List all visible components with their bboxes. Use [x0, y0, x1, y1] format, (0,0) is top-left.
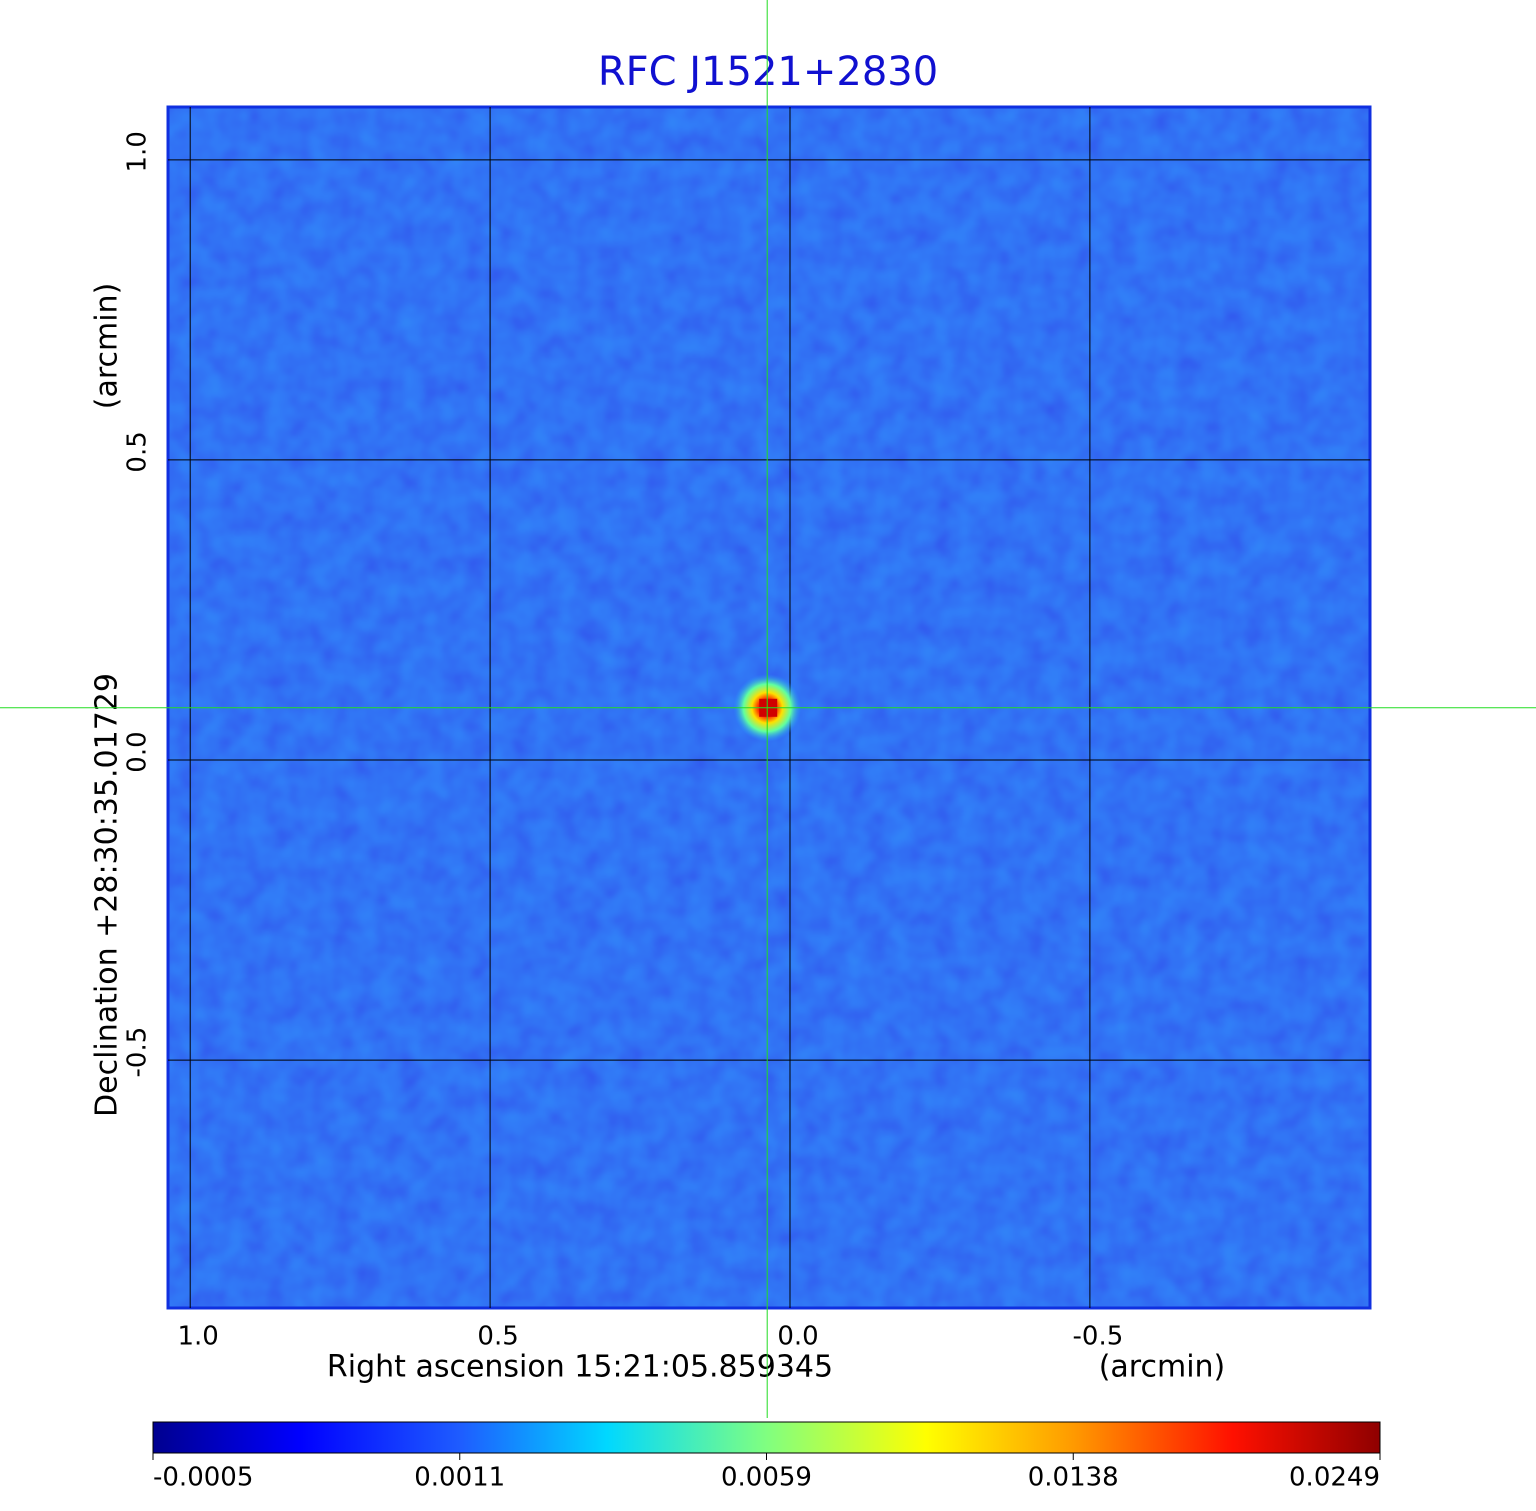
y-tick-label: -0.5 — [123, 1027, 153, 1078]
colorbar-tick-label: 0.0059 — [721, 1463, 812, 1493]
y-axis-unit: (arcmin) — [90, 283, 125, 410]
colorbar-tick-label: -0.0005 — [153, 1463, 253, 1493]
x-tick-label: 1.0 — [178, 1322, 219, 1352]
colorbar-tick-label: 0.0138 — [1028, 1463, 1119, 1493]
x-tick-label: 0.0 — [777, 1322, 818, 1352]
x-tick-label: 0.5 — [477, 1322, 518, 1352]
x-axis-label: Right ascension 15:21:05.859345 — [327, 1350, 833, 1385]
y-tick-label: 0.5 — [123, 431, 153, 472]
x-axis-unit: (arcmin) — [1099, 1350, 1226, 1385]
y-tick-label: 0.0 — [123, 731, 153, 772]
colorbar-tick-label: 0.0249 — [1289, 1463, 1380, 1493]
colorbar-tick-label: 0.0011 — [414, 1463, 505, 1493]
colorbar — [152, 1421, 1381, 1454]
y-axis-label: Declination +28:30:35.01729 — [90, 673, 125, 1117]
chart-title: RFC J1521+2830 — [598, 49, 938, 95]
x-tick-label: -0.5 — [1073, 1322, 1124, 1352]
y-tick-label: 1.0 — [123, 131, 153, 172]
